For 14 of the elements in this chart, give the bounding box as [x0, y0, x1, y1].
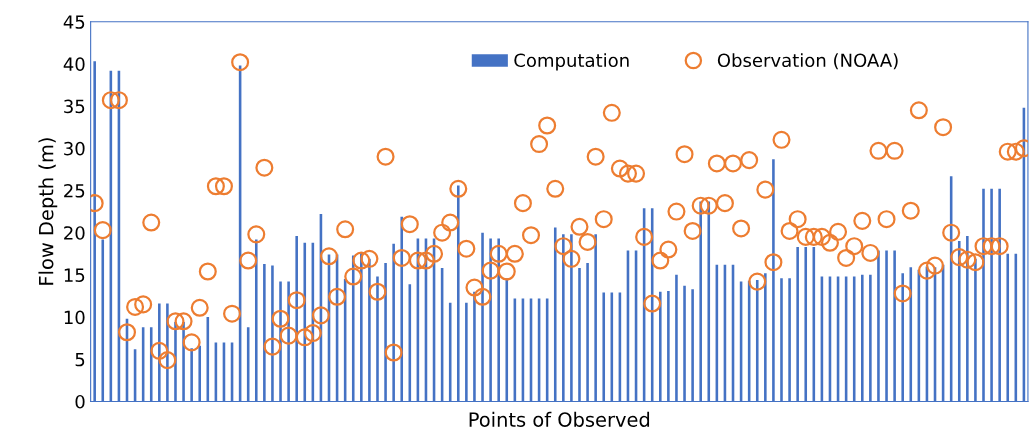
- legend-label: Observation (NOAA): [717, 53, 898, 70]
- y-tick-label: 20: [64, 226, 85, 240]
- y-tick-label: 45: [63, 15, 85, 29]
- y-tick-label: 5: [75, 352, 85, 367]
- y-tick-label: 30: [64, 141, 85, 156]
- y-tick-label: 35: [64, 99, 85, 114]
- legend-label: Computation: [514, 53, 629, 71]
- y-tick-label: 40: [63, 57, 85, 72]
- y-axis-title: Flow Depth (m): [38, 138, 58, 285]
- y-tick-label: 25: [64, 183, 85, 198]
- y-tick-label: 10: [64, 310, 85, 325]
- y-tick-label: 15: [64, 268, 85, 282]
- x-axis-title: Points of Observed: [469, 411, 650, 427]
- y-tick-label: 0: [75, 394, 85, 409]
